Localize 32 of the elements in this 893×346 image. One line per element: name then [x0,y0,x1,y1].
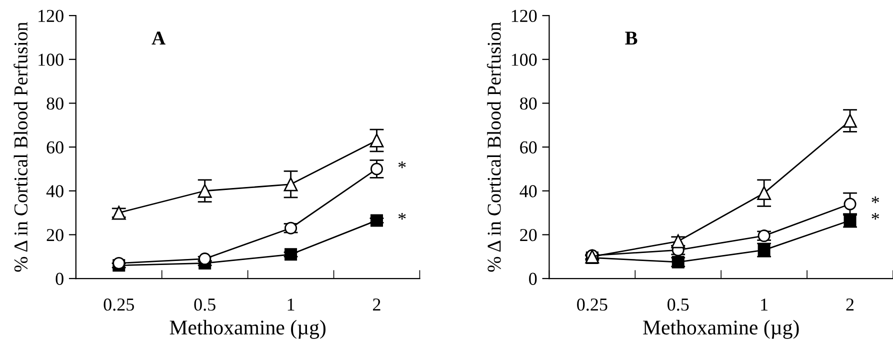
y-tick-label: 20 [520,228,537,242]
y-tick-label: 80 [46,97,64,110]
text: B [625,32,638,45]
x-tick-label: 0.5 [194,298,216,311]
y-axis-title: % Δ in Cortical Blood Perfusion [486,22,501,272]
y-tick-label: 40 [520,185,537,198]
y-tick-label: 120 [38,10,64,22]
y-tick-label: 20 [46,228,64,242]
y-tick-label: 0 [529,272,537,285]
annotation: * [398,161,406,168]
x-tick-label: 1 [761,298,768,311]
y-tick-label: 100 [512,54,537,66]
x-tick-label: 2 [373,298,380,311]
y-tick-label: 40 [46,185,64,198]
x-tick-label: 0.25 [577,298,608,311]
annotation: * [398,212,406,220]
x-tick-label: 0.5 [668,298,689,311]
y-tick-label: 60 [46,141,64,154]
y-tick-label: 80 [520,97,537,110]
annotation: * [872,212,880,220]
text: A [152,32,166,44]
x-tick-label: 0.25 [104,298,134,311]
y-tick-label: 0 [56,272,64,285]
y-tick-label: 120 [512,10,537,22]
x-axis-title: Methoxamine (µg) [643,320,799,339]
x-axis-title: Methoxamine (µg) [170,320,326,339]
y-tick-label: 100 [38,54,64,66]
y-tick-label: 60 [520,141,537,154]
x-tick-label: 1 [288,298,294,311]
annotation: * [872,196,880,204]
x-tick-label: 2 [846,298,854,311]
y-axis-title: % Δ in Cortical Blood Perfusion [14,22,28,272]
